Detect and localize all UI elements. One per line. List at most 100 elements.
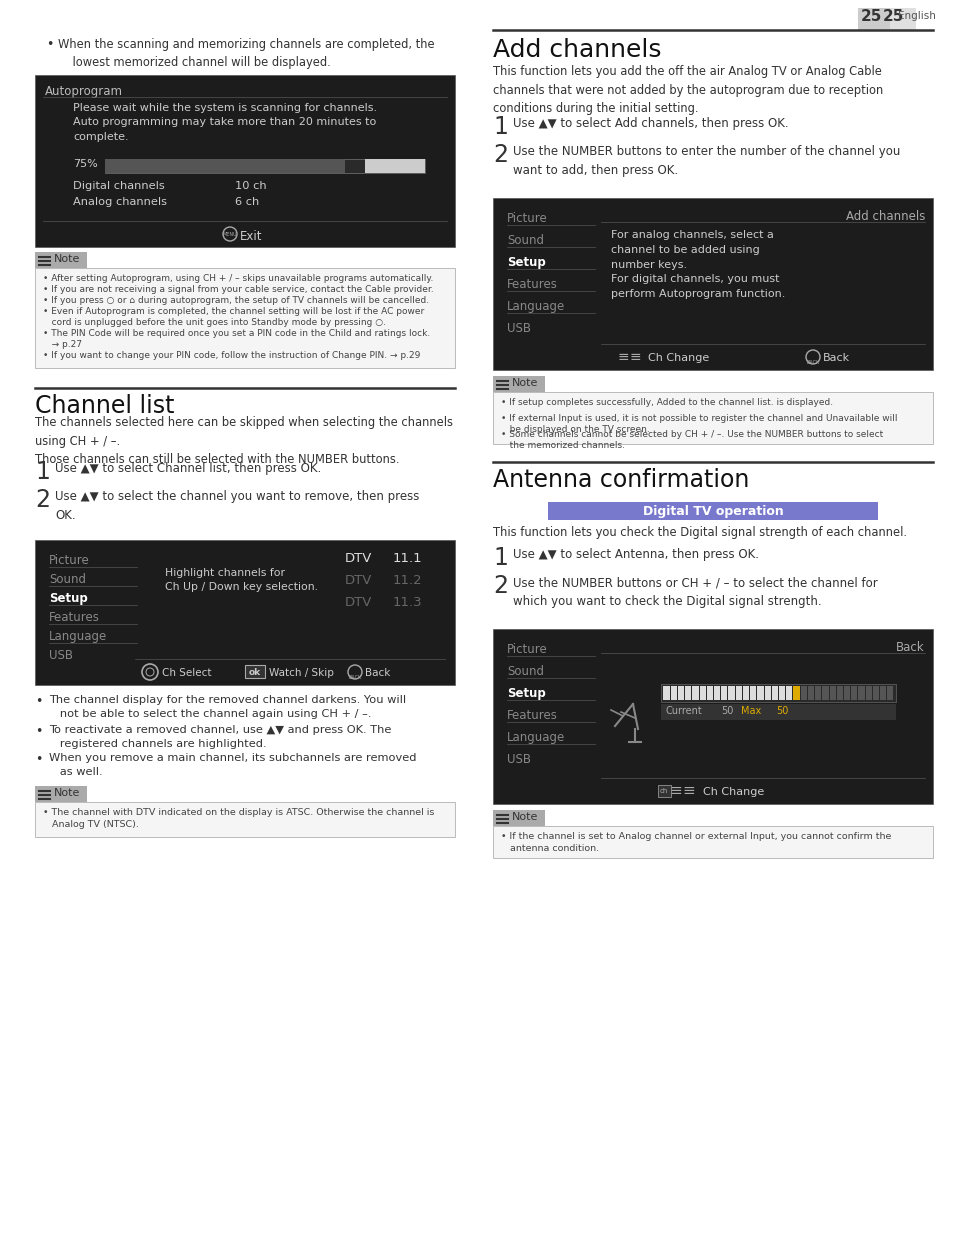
Bar <box>763 685 770 700</box>
Bar <box>857 7 889 30</box>
Text: Use the NUMBER buttons to enter the number of the channel you
want to add, then : Use the NUMBER buttons to enter the numb… <box>513 144 900 177</box>
Bar <box>35 540 455 685</box>
Bar <box>493 826 932 858</box>
Text: 50: 50 <box>775 706 787 716</box>
Text: Digital TV operation: Digital TV operation <box>642 505 782 517</box>
Bar <box>684 685 691 700</box>
Text: Language: Language <box>49 630 107 643</box>
Text: Analog channels: Analog channels <box>73 198 167 207</box>
Text: • If the channel is set to Analog channel or external Input, you cannot confirm : • If the channel is set to Analog channe… <box>500 832 890 853</box>
Text: 75%: 75% <box>73 159 97 169</box>
Text: Setup: Setup <box>49 592 88 605</box>
Text: 2: 2 <box>493 143 507 167</box>
Text: Setup: Setup <box>506 256 545 269</box>
Text: ch: ch <box>659 788 667 794</box>
Text: Note: Note <box>54 788 80 798</box>
Text: 1: 1 <box>35 459 50 484</box>
Bar <box>35 252 87 268</box>
Text: • If setup completes successfully, Added to the channel list. is displayed.: • If setup completes successfully, Added… <box>500 398 832 408</box>
Text: 1: 1 <box>493 115 507 140</box>
Text: → p.27: → p.27 <box>43 340 82 350</box>
Text: • If external Input is used, it is not possible to register the channel and Unav: • If external Input is used, it is not p… <box>500 414 897 435</box>
Text: This function lets you check the Digital signal strength of each channel.: This function lets you check the Digital… <box>493 526 906 538</box>
Bar <box>245 664 265 678</box>
Text: Highlight channels for: Highlight channels for <box>165 568 285 578</box>
Text: Max: Max <box>740 706 760 716</box>
Bar <box>658 785 670 797</box>
Text: Use ▲▼ to select the channel you want to remove, then press
OK.: Use ▲▼ to select the channel you want to… <box>55 490 419 521</box>
Text: Antenna confirmation: Antenna confirmation <box>493 468 749 492</box>
Text: English: English <box>897 11 935 21</box>
Bar <box>749 685 756 700</box>
Text: DTV: DTV <box>345 552 372 564</box>
Text: The channels selected here can be skipped when selecting the channels
using CH +: The channels selected here can be skippe… <box>35 416 453 466</box>
Text: MENU: MENU <box>222 231 237 236</box>
Bar <box>728 685 734 700</box>
Text: Language: Language <box>506 731 565 743</box>
Bar <box>493 198 932 370</box>
Text: Digital channels: Digital channels <box>73 182 165 191</box>
Text: • If you want to change your PIN code, follow the instruction of Change PIN. → p: • If you want to change your PIN code, f… <box>43 351 420 359</box>
Text: BACK: BACK <box>348 676 361 680</box>
Bar <box>105 159 424 173</box>
Text: Please wait while the system is scanning for channels.
Auto programming may take: Please wait while the system is scanning… <box>73 103 376 142</box>
Bar <box>699 685 705 700</box>
Text: •: • <box>35 695 42 708</box>
Text: Note: Note <box>512 811 537 823</box>
Bar <box>660 704 895 720</box>
Text: When you remove a main channel, its subchannels are removed
   as well.: When you remove a main channel, its subc… <box>49 753 416 777</box>
Bar <box>547 501 877 520</box>
Bar <box>493 391 932 445</box>
Text: When the scanning and memorizing channels are completed, the
    lowest memorize: When the scanning and memorizing channel… <box>58 38 435 69</box>
Text: 6 ch: 6 ch <box>234 198 259 207</box>
Text: Sound: Sound <box>49 573 86 585</box>
Text: Sound: Sound <box>506 233 543 247</box>
Text: 10 ch: 10 ch <box>234 182 266 191</box>
Text: 25: 25 <box>882 9 902 23</box>
Bar <box>720 685 727 700</box>
Text: Features: Features <box>506 709 558 722</box>
Text: This function lets you add the off the air Analog TV or Analog Cable
channels th: This function lets you add the off the a… <box>493 65 882 115</box>
Text: Features: Features <box>49 611 100 624</box>
Text: Note: Note <box>54 254 80 264</box>
Bar <box>662 685 669 700</box>
Bar <box>35 785 87 802</box>
Text: 11.2: 11.2 <box>393 574 422 587</box>
Bar <box>864 685 871 700</box>
Bar <box>829 685 835 700</box>
Text: •: • <box>35 753 42 766</box>
Text: ok: ok <box>249 667 261 677</box>
Text: Back: Back <box>365 668 390 678</box>
Bar <box>836 685 842 700</box>
Text: Autoprogram: Autoprogram <box>45 85 123 98</box>
Text: • The PIN Code will be required once you set a PIN code in the Child and ratings: • The PIN Code will be required once you… <box>43 329 430 338</box>
Bar <box>757 685 762 700</box>
Text: Use ▲▼ to select Antenna, then press OK.: Use ▲▼ to select Antenna, then press OK. <box>513 548 759 561</box>
Text: Setup: Setup <box>506 687 545 700</box>
Text: Add channels: Add channels <box>493 38 660 62</box>
Text: ≡: ≡ <box>617 350 628 364</box>
Bar <box>771 685 778 700</box>
Text: DTV: DTV <box>345 574 372 587</box>
Text: USB: USB <box>506 322 531 335</box>
Bar <box>857 7 915 30</box>
Text: 2: 2 <box>35 488 50 513</box>
Bar <box>692 685 698 700</box>
Text: ≡: ≡ <box>682 783 695 799</box>
Text: The channel display for the removed channel darkens. You will
   not be able to : The channel display for the removed chan… <box>49 695 406 719</box>
Bar <box>670 685 677 700</box>
Text: •: • <box>35 725 42 739</box>
Bar <box>785 685 792 700</box>
Bar <box>660 684 895 701</box>
Bar <box>493 810 544 826</box>
Text: 25: 25 <box>860 9 881 23</box>
Text: Picture: Picture <box>506 212 547 225</box>
Text: USB: USB <box>49 650 73 662</box>
Text: 1: 1 <box>493 546 507 571</box>
Bar <box>814 685 821 700</box>
Bar <box>800 685 806 700</box>
Text: BACK: BACK <box>805 359 819 366</box>
Text: Use ▲▼ to select Add channels, then press OK.: Use ▲▼ to select Add channels, then pres… <box>513 117 788 130</box>
Bar <box>493 629 932 804</box>
Text: Picture: Picture <box>49 555 90 567</box>
